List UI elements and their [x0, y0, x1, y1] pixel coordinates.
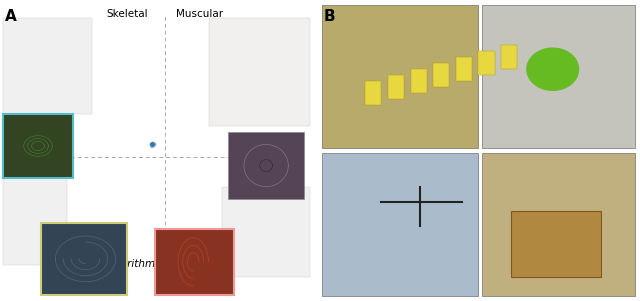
Polygon shape [527, 48, 579, 90]
Bar [222, 187, 310, 277]
Polygon shape [151, 144, 153, 145]
Polygon shape [152, 144, 153, 145]
Text: In water: In water [10, 157, 52, 166]
Polygon shape [152, 144, 153, 145]
Polygon shape [151, 144, 153, 145]
Bar [483, 5, 635, 148]
Text: A: A [4, 9, 17, 24]
Bar [41, 223, 127, 295]
Bar [3, 18, 92, 114]
Polygon shape [152, 144, 153, 145]
Bar [322, 5, 477, 148]
Bar [410, 69, 427, 93]
Bar [483, 153, 635, 296]
Polygon shape [152, 144, 153, 145]
Text: Logarithmic spiral: Logarithmic spiral [102, 259, 196, 269]
Bar [156, 229, 234, 295]
Bar [322, 153, 477, 296]
Bar [388, 75, 404, 99]
Polygon shape [152, 144, 153, 145]
Bar [456, 57, 472, 81]
Polygon shape [151, 144, 153, 145]
Bar [3, 166, 67, 265]
Bar [365, 81, 381, 105]
Bar [433, 63, 449, 87]
Text: On land: On land [10, 144, 51, 154]
Bar [228, 132, 304, 199]
Bar [511, 211, 601, 277]
Text: B: B [323, 9, 335, 24]
Text: Skeletal: Skeletal [106, 9, 148, 19]
Bar [3, 114, 73, 178]
Bar [501, 45, 517, 69]
Bar [479, 51, 495, 75]
Bar [209, 18, 310, 126]
Text: Muscular: Muscular [176, 9, 223, 19]
